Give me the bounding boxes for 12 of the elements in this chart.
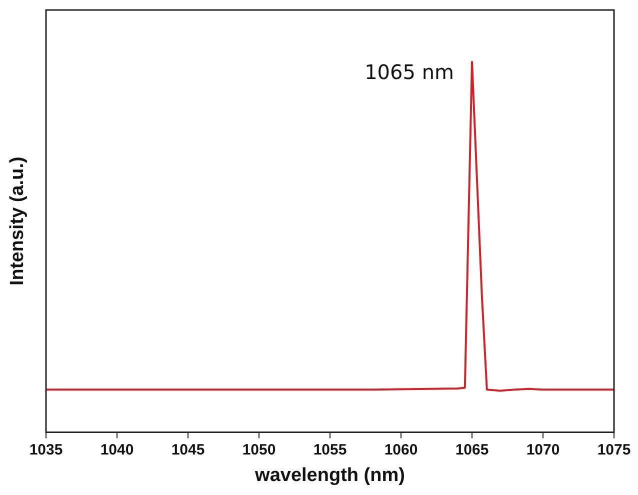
x-tick-label: 1070: [526, 441, 560, 458]
x-tick-label: 1045: [171, 441, 205, 458]
x-tick-label: 1060: [384, 441, 418, 458]
x-tick-label: 1055: [313, 441, 347, 458]
x-tick-label: 1065: [455, 441, 489, 458]
x-tick-label: 1035: [29, 441, 63, 458]
y-axis-title: Intensity (a.u.): [7, 156, 28, 286]
x-tick-label: 1075: [597, 441, 631, 458]
x-axis-title: wavelength (nm): [254, 464, 405, 486]
x-tick-label: 1050: [242, 441, 276, 458]
annotation: 1065 nm: [364, 60, 454, 84]
x-tick-label: 1040: [100, 441, 134, 458]
